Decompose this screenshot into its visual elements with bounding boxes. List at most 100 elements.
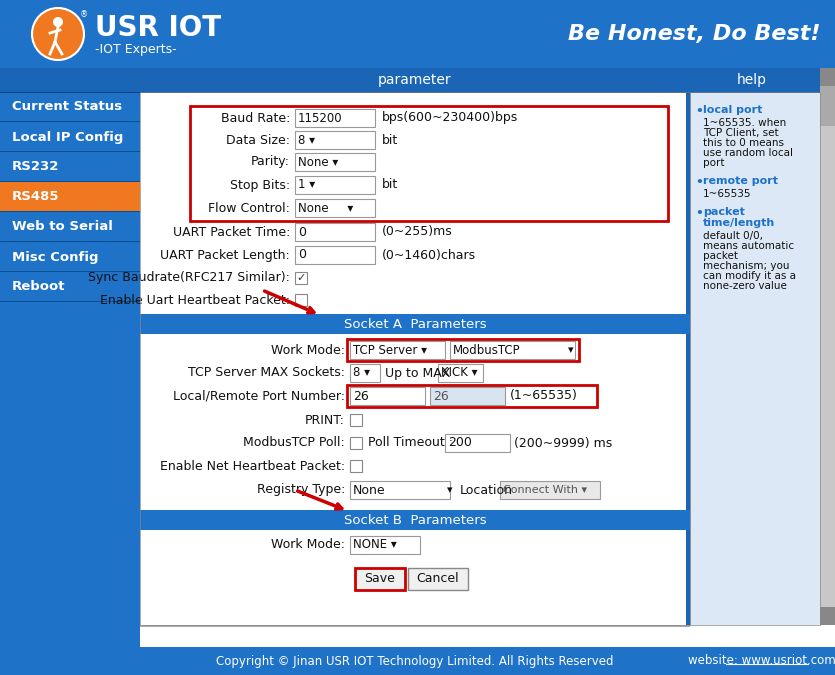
Bar <box>295 199 375 217</box>
Bar <box>0 301 140 302</box>
Bar <box>295 176 375 194</box>
Text: help: help <box>737 73 767 87</box>
Bar <box>0 152 140 182</box>
Bar <box>430 387 505 405</box>
Text: bit: bit <box>382 134 398 146</box>
Text: remote port: remote port <box>703 176 778 186</box>
Text: 1 ▾: 1 ▾ <box>298 178 315 192</box>
Bar <box>350 341 445 359</box>
Text: 0: 0 <box>298 248 306 261</box>
Bar <box>347 385 597 407</box>
Bar <box>0 647 835 675</box>
Bar <box>408 568 468 590</box>
Text: 8 ▾: 8 ▾ <box>298 134 315 146</box>
Text: Parity:: Parity: <box>251 155 290 169</box>
Text: packet: packet <box>703 251 738 261</box>
Text: 0: 0 <box>298 225 306 238</box>
Text: UART Packet Time:: UART Packet Time: <box>173 225 290 238</box>
Text: UART Packet Length:: UART Packet Length: <box>160 248 290 261</box>
Bar <box>0 92 835 93</box>
Text: local port: local port <box>703 105 762 115</box>
Text: ▾: ▾ <box>447 485 453 495</box>
Bar <box>0 272 140 302</box>
Text: -IOT Experts-: -IOT Experts- <box>95 43 177 57</box>
Bar <box>0 211 140 212</box>
Bar <box>690 92 820 625</box>
Bar <box>140 314 690 334</box>
Bar <box>295 109 375 127</box>
Text: Sync Baudrate(RFC217 Similar):: Sync Baudrate(RFC217 Similar): <box>89 271 290 284</box>
Text: Current Status: Current Status <box>12 101 122 113</box>
Text: Be Honest, Do Best!: Be Honest, Do Best! <box>568 24 820 44</box>
Text: RS485: RS485 <box>12 190 59 203</box>
Bar <box>445 434 510 452</box>
Bar <box>690 92 820 625</box>
Text: NONE ▾: NONE ▾ <box>353 539 397 551</box>
Text: Save: Save <box>365 572 396 585</box>
Text: means automatic: means automatic <box>703 241 794 251</box>
Text: Up to MAX: Up to MAX <box>385 367 450 379</box>
Text: None: None <box>353 483 386 497</box>
Text: parameter: parameter <box>378 73 452 87</box>
Circle shape <box>53 17 63 27</box>
Bar <box>350 437 362 449</box>
Bar <box>820 68 835 625</box>
Text: Cancel: Cancel <box>417 572 459 585</box>
Text: Data Size:: Data Size: <box>226 134 290 146</box>
Text: 200: 200 <box>448 437 472 450</box>
Text: bps(600~230400)bps: bps(600~230400)bps <box>382 111 519 124</box>
Bar <box>350 387 425 405</box>
Text: Web to Serial: Web to Serial <box>12 221 113 234</box>
Text: 1~65535: 1~65535 <box>703 189 752 199</box>
Bar <box>0 151 140 152</box>
Text: Reboot: Reboot <box>12 281 65 294</box>
Text: RS232: RS232 <box>12 161 59 173</box>
Text: TCP Server MAX Sockets:: TCP Server MAX Sockets: <box>188 367 345 379</box>
Text: 8 ▾: 8 ▾ <box>353 367 370 379</box>
Text: Enable Uart Heartbeat Packet:: Enable Uart Heartbeat Packet: <box>100 294 290 306</box>
Text: Location: Location <box>460 483 513 497</box>
Text: 26: 26 <box>433 389 448 402</box>
Text: bit: bit <box>382 178 398 192</box>
Bar <box>0 212 140 242</box>
Bar <box>0 0 835 68</box>
Text: port: port <box>703 158 725 168</box>
Text: 1~65535. when: 1~65535. when <box>703 118 787 128</box>
Text: packet: packet <box>703 207 745 217</box>
Text: None     ▾: None ▾ <box>298 202 353 215</box>
Text: Socket B  Parameters: Socket B Parameters <box>344 514 486 526</box>
Text: KICK ▾: KICK ▾ <box>441 367 478 379</box>
Text: Poll Timeout :: Poll Timeout : <box>368 437 453 450</box>
Bar <box>140 92 690 625</box>
Bar <box>820 86 835 126</box>
Text: Enable Net Heartbeat Packet:: Enable Net Heartbeat Packet: <box>159 460 345 472</box>
Text: •: • <box>695 207 703 220</box>
Bar <box>140 625 690 627</box>
Text: PRINT:: PRINT: <box>305 414 345 427</box>
Bar <box>295 246 375 264</box>
Text: Socket A  Parameters: Socket A Parameters <box>344 317 486 331</box>
Bar <box>820 68 835 86</box>
Text: Work Mode:: Work Mode: <box>271 344 345 356</box>
Bar <box>295 223 375 241</box>
Text: Flow Control:: Flow Control: <box>208 202 290 215</box>
Bar <box>0 302 140 647</box>
Text: mechanism; you: mechanism; you <box>703 261 790 271</box>
Bar <box>350 460 362 472</box>
Bar <box>295 153 375 171</box>
Text: default 0/0,: default 0/0, <box>703 231 763 241</box>
Bar <box>295 131 375 149</box>
Text: Baud Rate:: Baud Rate: <box>220 111 290 124</box>
Text: can modify it as a: can modify it as a <box>703 271 796 281</box>
Text: time/length: time/length <box>703 218 775 228</box>
Text: (1~65535): (1~65535) <box>510 389 578 402</box>
Bar <box>0 242 140 272</box>
Text: (0~255)ms: (0~255)ms <box>382 225 453 238</box>
Text: this to 0 means: this to 0 means <box>703 138 784 148</box>
Bar <box>295 294 307 306</box>
Text: None ▾: None ▾ <box>298 155 338 169</box>
Text: Local IP Config: Local IP Config <box>12 130 124 144</box>
Bar <box>0 241 140 242</box>
Text: 115200: 115200 <box>298 111 342 124</box>
Bar <box>350 481 450 499</box>
